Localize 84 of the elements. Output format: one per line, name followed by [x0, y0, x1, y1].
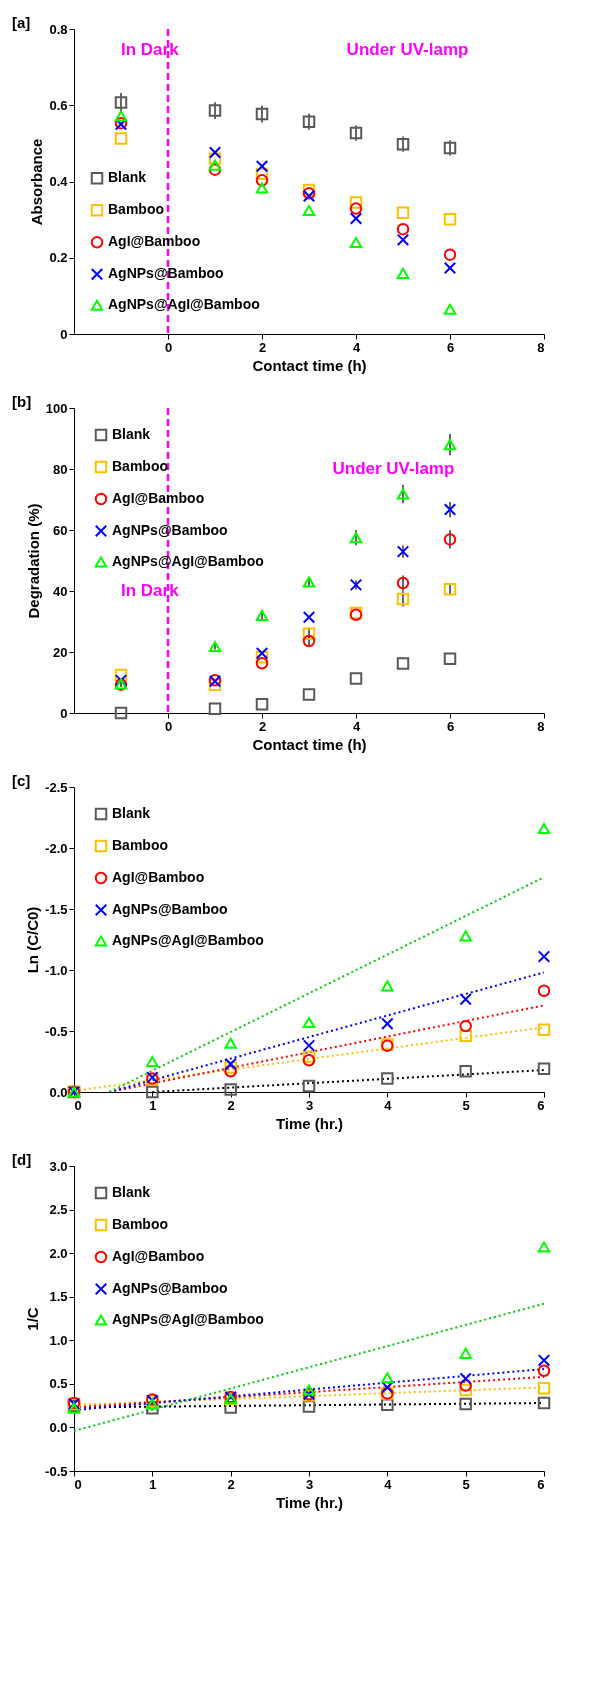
- y-axis-title: Ln (C/C0): [24, 906, 42, 974]
- legend-label: Blank: [112, 426, 151, 442]
- x-tick-label: 2: [258, 718, 267, 734]
- y-tick-label: -0.5: [45, 1023, 68, 1039]
- y-tick-label: -1.0: [45, 962, 68, 978]
- x-tick-label: 0: [74, 1097, 82, 1113]
- y-axis-title: 1/C: [24, 1307, 42, 1331]
- annotation: Under UV-lamp: [346, 40, 469, 60]
- legend-label: AgNPs@AgI@Bamboo: [108, 296, 260, 313]
- y-tick-label: 60: [53, 522, 68, 538]
- x-tick-label: 6: [446, 339, 455, 355]
- x-tick-label: 6: [537, 1476, 545, 1492]
- legend-label: AgNPs@AgI@Bamboo: [112, 1311, 264, 1327]
- x-axis-title: Contact time (h): [252, 735, 367, 753]
- legend-label: AgNPs@AgI@Bamboo: [112, 932, 264, 948]
- y-tick-label: 3.0: [49, 1158, 68, 1174]
- x-tick-label: 4: [384, 1476, 393, 1492]
- legend-label: AgI@Bamboo: [112, 869, 205, 885]
- legend-label: AgI@Bamboo: [108, 233, 201, 250]
- y-tick-label: -0.5: [45, 1463, 68, 1479]
- legend-label: Bamboo: [108, 201, 164, 218]
- x-tick-label: 6: [446, 718, 455, 734]
- x-tick-label: 6: [537, 1097, 545, 1113]
- x-tick-label: 5: [462, 1476, 470, 1492]
- legend-label: Blank: [112, 1184, 151, 1200]
- annotation: In Dark: [121, 581, 180, 600]
- annotation: In Dark: [121, 40, 180, 60]
- legend-label: AgI@Bamboo: [112, 490, 205, 506]
- x-tick-label: 0: [164, 339, 173, 355]
- x-tick-label: 3: [305, 1097, 314, 1113]
- y-tick-label: 100: [45, 400, 68, 416]
- legend-label: AgNPs@Bamboo: [112, 522, 228, 538]
- chart-title: [d]: [12, 1151, 32, 1168]
- y-tick-label: 20: [53, 644, 68, 660]
- y-tick-label: 0.0: [49, 1419, 68, 1435]
- y-tick-label: 1.0: [49, 1332, 68, 1348]
- y-tick-label: 80: [53, 461, 68, 477]
- x-axis-title: Time (hr.): [275, 1114, 344, 1132]
- legend-label: Blank: [112, 805, 151, 821]
- y-tick-label: 1.5: [49, 1289, 68, 1305]
- y-tick-label: 2.5: [49, 1202, 68, 1218]
- x-tick-label: 2: [227, 1097, 235, 1113]
- x-tick-label: 0: [164, 718, 173, 734]
- legend-label: AgNPs@AgI@Bamboo: [112, 553, 264, 569]
- y-tick-label: 0.6: [49, 97, 68, 113]
- x-tick-label: 8: [537, 339, 545, 355]
- chart-title: [b]: [12, 393, 32, 410]
- x-tick-label: 0: [74, 1476, 82, 1492]
- x-tick-label: 5: [462, 1097, 470, 1113]
- y-tick-label: 0.4: [49, 174, 69, 189]
- legend-label: Bamboo: [112, 837, 168, 853]
- legend-label: AgNPs@Bamboo: [108, 265, 224, 282]
- x-tick-label: 2: [258, 339, 267, 355]
- legend-label: AgI@Bamboo: [112, 1248, 205, 1264]
- legend-label: Blank: [108, 169, 147, 186]
- y-tick-label: 0: [60, 326, 68, 342]
- x-tick-label: 4: [352, 339, 361, 355]
- legend-label: AgNPs@Bamboo: [112, 901, 228, 917]
- y-tick-label: 0: [60, 705, 68, 721]
- x-tick-label: 2: [227, 1476, 235, 1492]
- y-tick-label: -1.5: [45, 901, 68, 917]
- annotation: Under UV-lamp: [332, 459, 455, 478]
- y-tick-label: 2.0: [49, 1245, 68, 1261]
- legend-label: Bamboo: [112, 1216, 168, 1232]
- y-tick-label: -2.0: [45, 840, 68, 856]
- y-tick-label: 0.8: [49, 21, 68, 37]
- x-axis-title: Time (hr.): [275, 1493, 344, 1511]
- chart-title: [c]: [12, 772, 31, 789]
- y-tick-label: -2.5: [45, 779, 68, 795]
- x-tick-label: 4: [384, 1097, 393, 1113]
- legend-label: AgNPs@Bamboo: [112, 1280, 228, 1296]
- y-tick-label: 0.0: [49, 1084, 68, 1100]
- x-tick-label: 1: [149, 1097, 157, 1113]
- x-axis-title: Contact time (h): [252, 356, 367, 374]
- x-tick-label: 1: [149, 1476, 157, 1492]
- y-tick-label: 40: [53, 583, 68, 599]
- x-tick-label: 8: [537, 718, 545, 734]
- y-axis-title: Degradation (%): [24, 503, 42, 619]
- y-tick-label: 0.2: [49, 250, 68, 266]
- y-tick-label: 0.5: [49, 1376, 68, 1392]
- x-tick-label: 4: [352, 718, 361, 734]
- y-axis-title: Absorbance: [28, 138, 46, 226]
- x-tick-label: 3: [305, 1476, 314, 1492]
- chart-title: [a]: [12, 14, 31, 31]
